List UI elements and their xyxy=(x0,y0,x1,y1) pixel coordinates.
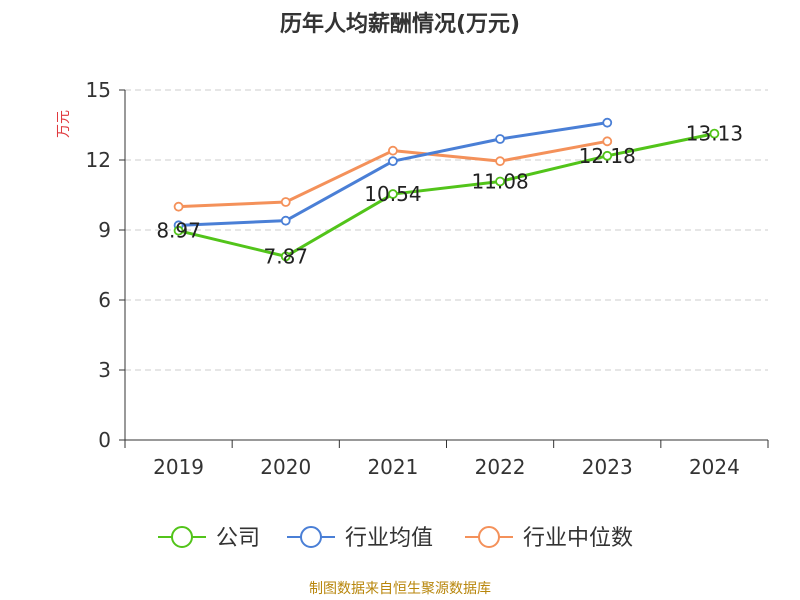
data-point xyxy=(602,117,613,128)
data-point xyxy=(280,215,291,226)
y-tick-label: 9 xyxy=(98,218,111,242)
data-point xyxy=(173,201,184,212)
data-point xyxy=(388,189,398,199)
legend-item: 行业均值 xyxy=(287,526,433,551)
data-label: 12.18 xyxy=(579,144,636,168)
series-line-1 xyxy=(178,121,608,227)
data-label: 10.54 xyxy=(364,182,421,206)
x-tick-label: 2023 xyxy=(582,455,633,479)
y-tick-label: 0 xyxy=(98,428,111,452)
chart-title: 历年人均薪酬情况(万元) xyxy=(279,12,521,37)
data-point xyxy=(709,128,720,139)
data-point xyxy=(173,225,184,236)
x-tick-label: 2021 xyxy=(367,455,418,479)
data-label: 13.13 xyxy=(686,122,743,146)
data-point xyxy=(388,145,398,156)
legend-marker xyxy=(171,526,193,548)
legend-marker xyxy=(300,526,322,548)
legend-item: 公司 xyxy=(158,526,260,551)
legend-marker xyxy=(478,526,500,548)
x-tick-label: 2022 xyxy=(475,455,526,479)
data-label: 11.08 xyxy=(471,169,528,193)
data-point xyxy=(602,136,613,147)
grid-layer xyxy=(125,89,768,371)
data-point xyxy=(280,251,291,262)
data-point xyxy=(280,197,291,207)
series-line-0 xyxy=(178,132,715,258)
data-point xyxy=(602,150,613,161)
x-tick-label: 2024 xyxy=(689,455,740,479)
data-source-note: 制图数据来自恒生聚源数据库 xyxy=(309,581,491,597)
data-point xyxy=(495,176,505,187)
y-axis-label: 万元 xyxy=(56,110,72,138)
legend-label: 行业均值 xyxy=(345,526,433,551)
y-tick-label: 3 xyxy=(98,358,111,382)
legend: 公司 行业均值 行业中位数 xyxy=(158,526,633,551)
legend-item: 行业中位数 xyxy=(465,526,633,551)
y-tick-label: 15 xyxy=(86,78,111,102)
legend-label: 公司 xyxy=(216,526,260,551)
y-tick-label: 6 xyxy=(98,288,111,312)
y-tick-label: 12 xyxy=(86,148,111,172)
data-label: 8.97 xyxy=(156,219,201,243)
data-point xyxy=(495,134,505,144)
data-label: 7.87 xyxy=(263,244,308,268)
axis-layer: 0 3 6 9 12 15 2019 2020 2021 2022 2023 2024 xyxy=(86,78,769,479)
data-point xyxy=(388,156,398,167)
series-layer xyxy=(173,117,720,262)
data-point xyxy=(495,156,505,167)
legend-label: 行业中位数 xyxy=(523,526,633,551)
data-label-layer: 8.97 7.87 10.54 11.08 12.18 13.13 xyxy=(156,122,743,269)
x-tick-label: 2019 xyxy=(153,455,204,479)
x-tick-label: 2020 xyxy=(260,455,311,479)
